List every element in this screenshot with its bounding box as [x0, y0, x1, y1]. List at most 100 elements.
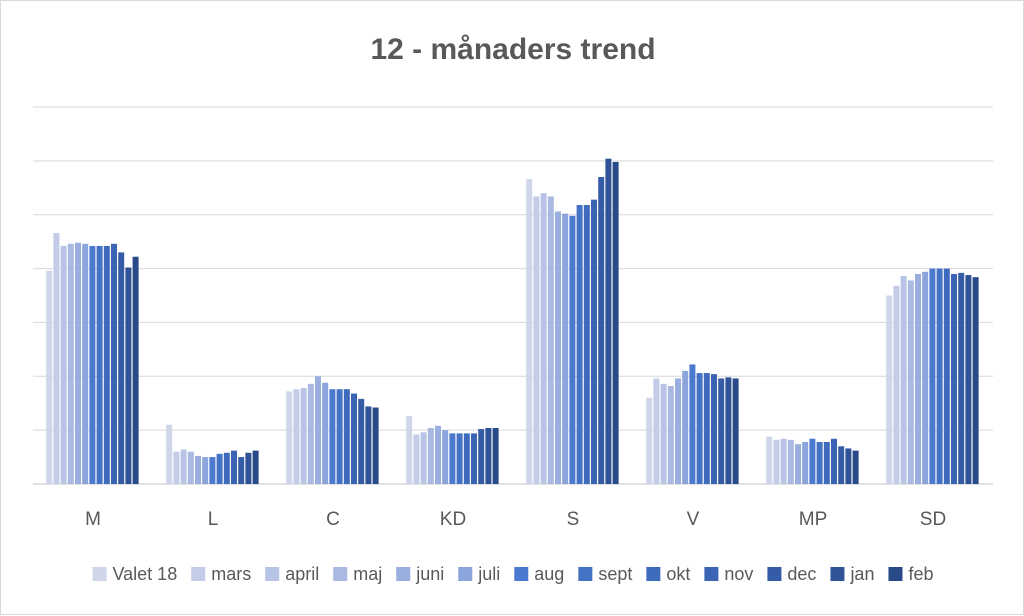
legend-swatch [265, 567, 280, 581]
bar-kd-nov [471, 433, 477, 484]
bar-v-jan [725, 377, 732, 484]
bar-mp-maj [787, 439, 794, 484]
bar-s-april [540, 193, 547, 485]
legend: Valet 18 mars april maj juni juli aug sept okt no… [92, 564, 934, 584]
legend-swatch [458, 567, 473, 581]
bar-s-aug [569, 215, 576, 485]
bar-l-valet-18 [166, 424, 173, 484]
bars [46, 158, 979, 485]
legend-label: feb [908, 564, 933, 584]
x-tick-label: S [567, 509, 580, 530]
bar-l-sept [216, 453, 223, 484]
bar-c-maj [307, 383, 314, 484]
bar-s-mars [533, 196, 540, 484]
bar-l-dec [238, 457, 245, 484]
legend-label: nov [724, 564, 753, 584]
bar-s-sept [576, 205, 583, 484]
bar-kd-okt [463, 433, 470, 484]
bar-sd-valet-18 [886, 295, 893, 484]
legend-label: juni [415, 564, 444, 584]
bar-l-nov [231, 450, 237, 484]
bar-sd-april [900, 276, 907, 484]
bar-l-mars [173, 451, 180, 484]
bar-c-feb [372, 407, 379, 484]
bar-l-jan [245, 452, 252, 484]
bar-m-sept [96, 245, 103, 484]
bar-s-juni [555, 211, 561, 485]
bar-m-juli [82, 243, 89, 484]
bar-l-april [180, 449, 187, 484]
bar-sd-nov [951, 273, 957, 484]
bar-l-feb [252, 450, 259, 484]
bar-m-juni [75, 242, 81, 484]
legend-swatch [191, 567, 206, 581]
bar-s-juli [562, 213, 569, 484]
bar-m-dec [118, 252, 125, 484]
x-tick-label: MP [799, 509, 828, 530]
bar-mp-april [780, 438, 787, 484]
bar-kd-sept [456, 433, 463, 484]
bar-v-nov [711, 374, 717, 484]
bar-c-jan [365, 406, 372, 484]
legend-swatch [333, 567, 348, 581]
bar-c-okt [343, 389, 350, 484]
bar-l-maj [187, 451, 194, 484]
bar-s-valet-18 [526, 179, 533, 485]
bar-sd-mars [893, 285, 900, 484]
legend-swatch [888, 567, 903, 581]
bar-l-aug [209, 457, 216, 484]
bar-m-jan [125, 267, 132, 484]
bar-kd-april [420, 432, 427, 484]
bar-sd-juni [915, 273, 921, 484]
bar-mp-okt [823, 441, 830, 484]
bar-kd-feb [492, 427, 499, 484]
x-tick-label: C [326, 509, 340, 530]
bar-v-aug [689, 364, 696, 484]
gridlines [33, 106, 993, 485]
bar-m-feb [132, 256, 139, 484]
legend-swatch [92, 567, 107, 581]
bar-m-april [60, 245, 67, 484]
bar-mp-jan [845, 448, 852, 484]
bar-c-dec [358, 398, 365, 484]
bar-v-sept [696, 373, 703, 484]
x-tick-label: M [85, 509, 101, 530]
x-tick-label: L [208, 509, 219, 530]
bar-m-nov [111, 243, 117, 484]
legend-label: Valet 18 [112, 564, 177, 584]
bar-mp-nov [831, 438, 837, 484]
bar-v-feb [732, 378, 739, 484]
legend-swatch [830, 567, 845, 581]
legend-swatch [646, 567, 661, 581]
x-axis: M L C KD S V MP SD [85, 509, 946, 530]
bar-c-valet-18 [286, 391, 293, 484]
bar-s-nov [591, 199, 597, 484]
x-tick-label: KD [440, 509, 466, 530]
bar-sd-juli [922, 271, 929, 484]
bar-kd-valet-18 [406, 416, 413, 484]
bar-mp-feb [852, 450, 859, 484]
bar-m-maj [67, 243, 74, 484]
bar-c-juli [322, 382, 329, 484]
bar-sd-jan [965, 275, 972, 484]
bar-c-juni [315, 376, 321, 484]
legend-swatch [514, 567, 529, 581]
bar-m-valet-18 [46, 270, 53, 484]
bar-s-jan [605, 158, 612, 484]
legend-swatch [578, 567, 593, 581]
bar-kd-aug [449, 433, 456, 484]
bar-v-mars [653, 378, 660, 484]
bar-v-april [660, 383, 667, 484]
legend-label: jan [849, 564, 874, 584]
legend-label: juli [477, 564, 500, 584]
bar-s-okt [583, 205, 590, 484]
bar-v-juni [675, 378, 681, 484]
bar-mp-juli [802, 441, 809, 484]
bar-sd-feb [972, 277, 979, 484]
bar-v-maj [667, 385, 674, 484]
bar-sd-sept [936, 268, 943, 484]
chart-title: 12 - månaders trend [370, 33, 655, 66]
bar-kd-dec [478, 429, 485, 484]
bar-v-okt [703, 373, 710, 484]
